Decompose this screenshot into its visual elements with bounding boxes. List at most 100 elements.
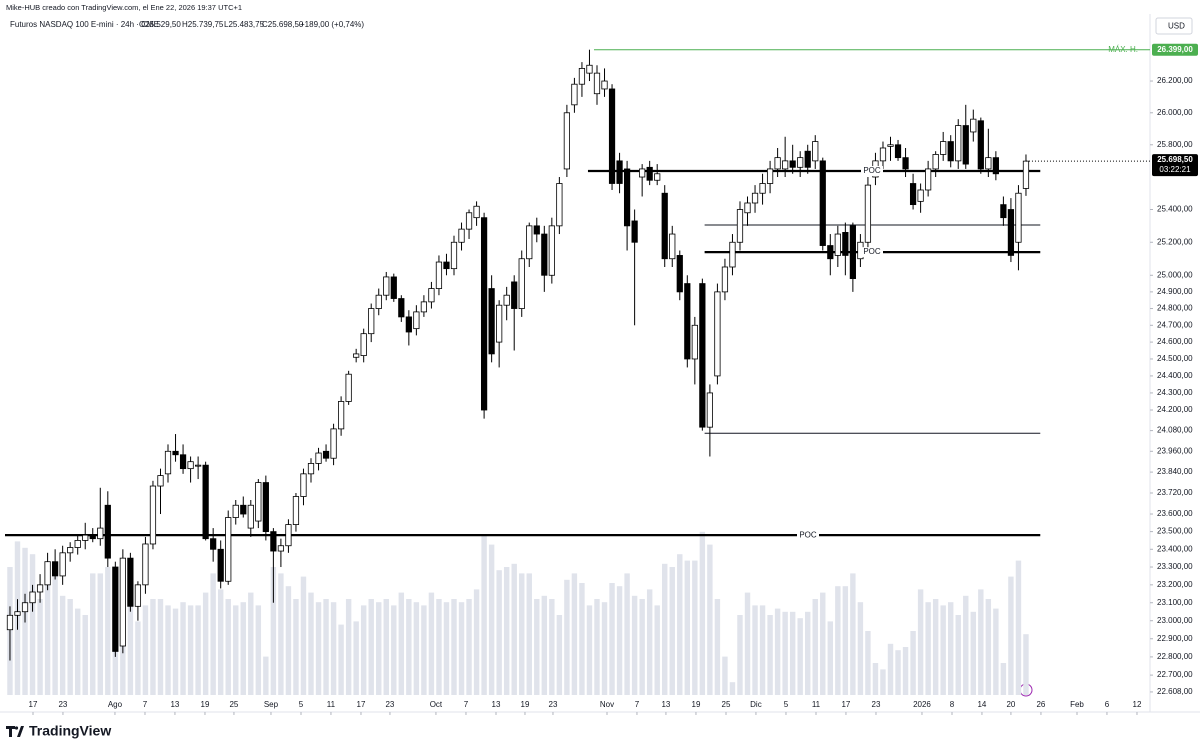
volume-bar: [782, 611, 788, 695]
candle-body: [330, 428, 337, 459]
volume-bar: [737, 615, 743, 695]
volume-bar: [722, 656, 728, 695]
volume-bar: [556, 615, 563, 695]
candle-body: [179, 454, 187, 470]
volume-bar: [52, 570, 58, 695]
volume-bar: [639, 599, 645, 695]
candle-body: [766, 168, 774, 184]
currency-box[interactable]: [1155, 17, 1193, 35]
volume-bar: [601, 602, 608, 695]
legend-high: H25.739,75: [182, 20, 224, 29]
y-tick-label: 24.600,00: [1157, 337, 1193, 346]
y-tick-label: 25.200,00: [1157, 237, 1193, 246]
candle-body: [631, 220, 638, 243]
candle-body: [225, 517, 232, 582]
candle-body: [812, 141, 819, 162]
candle-body: [578, 68, 586, 85]
candle-body: [210, 538, 217, 550]
volume-bar: [263, 656, 269, 695]
volume-bar: [774, 608, 781, 695]
x-tick-label: 7: [635, 700, 640, 709]
volume-bar: [662, 563, 668, 695]
y-tick-label: 23.720,00: [1157, 488, 1193, 497]
candle-body: [608, 88, 616, 184]
volume-bar: [842, 586, 849, 695]
volume-bar: [1008, 576, 1014, 695]
x-tick-label: 11: [327, 700, 336, 709]
candle-body: [849, 225, 856, 279]
candle-body: [947, 141, 954, 162]
volume-bar: [767, 615, 773, 695]
price-tag-label: 26.399,00: [1157, 45, 1193, 54]
candle-body: [834, 233, 841, 256]
volume-bar: [812, 599, 818, 695]
y-tick-label: 23.200,00: [1157, 580, 1193, 589]
volume-bar: [699, 531, 706, 695]
volume-bar: [488, 544, 495, 695]
currency: USD: [1168, 22, 1185, 31]
volume-bar: [376, 602, 382, 695]
volume-bar: [210, 573, 216, 695]
volume-bar: [165, 605, 171, 695]
candle-body: [97, 527, 104, 540]
volume-bar: [195, 605, 201, 695]
volume-bar: [594, 599, 600, 695]
volume-bar: [752, 605, 758, 695]
y-tick-label: 24.800,00: [1157, 304, 1193, 313]
candle-body: [879, 147, 887, 162]
candle-body: [14, 611, 21, 616]
x-tick-label: 6: [1105, 700, 1110, 709]
candle-body: [864, 184, 872, 243]
candle-body: [104, 504, 111, 559]
volume-bar: [383, 599, 389, 695]
x-tick-label: 19: [521, 700, 530, 709]
candle-body: [526, 225, 533, 260]
volume-bar: [421, 605, 427, 695]
y-tick-label: 23.400,00: [1157, 544, 1193, 553]
volume-bar: [917, 589, 924, 695]
level-label: POC: [863, 247, 881, 256]
volume-bar: [970, 611, 976, 695]
candle-body: [338, 401, 345, 430]
candle-body: [925, 168, 932, 191]
candle-body: [277, 545, 285, 552]
volume-bar: [368, 599, 374, 695]
volume-bar: [963, 595, 969, 695]
volume-bar: [850, 573, 856, 695]
volume-bar: [180, 602, 186, 695]
volume-bar: [391, 605, 397, 695]
candle-body: [789, 160, 796, 168]
volume-bar: [646, 589, 653, 695]
volume-bar: [503, 567, 510, 695]
volume-bar: [857, 602, 864, 695]
volume-bar: [985, 599, 992, 695]
x-tick-label: Dic: [750, 700, 762, 709]
y-tick-label: 24.080,00: [1157, 426, 1193, 435]
y-tick-label: 26.200,00: [1157, 76, 1193, 85]
ohlc-legend: Futuros NASDAQ 100 E-mini · 24h · CME O2…: [10, 20, 364, 29]
volume-bar: [398, 592, 405, 695]
x-tick-label: 12: [1133, 700, 1142, 709]
candle-body: [556, 183, 563, 227]
volume-bar: [827, 621, 834, 695]
x-tick-label: 2026: [913, 700, 931, 709]
level-label: MÁX. H.: [1108, 45, 1138, 54]
x-tick-label: 19: [692, 700, 701, 709]
countdown: 03:22:21: [1159, 165, 1191, 174]
x-tick-label: 17: [29, 700, 38, 709]
level-label: POC: [799, 530, 817, 539]
candle-body: [804, 150, 811, 168]
volume-bar: [820, 592, 826, 695]
volume-bar: [684, 560, 691, 695]
candle-body: [195, 464, 202, 467]
candle-body: [270, 531, 277, 552]
candle-body: [699, 283, 706, 428]
candle-body: [127, 557, 134, 607]
candle-body: [240, 504, 247, 515]
volume-bar: [278, 573, 284, 695]
candle-body: [465, 212, 473, 230]
x-tick-label: 20: [1006, 700, 1015, 709]
x-tick-label: 11: [812, 700, 821, 709]
volume-layer: [7, 531, 1029, 695]
